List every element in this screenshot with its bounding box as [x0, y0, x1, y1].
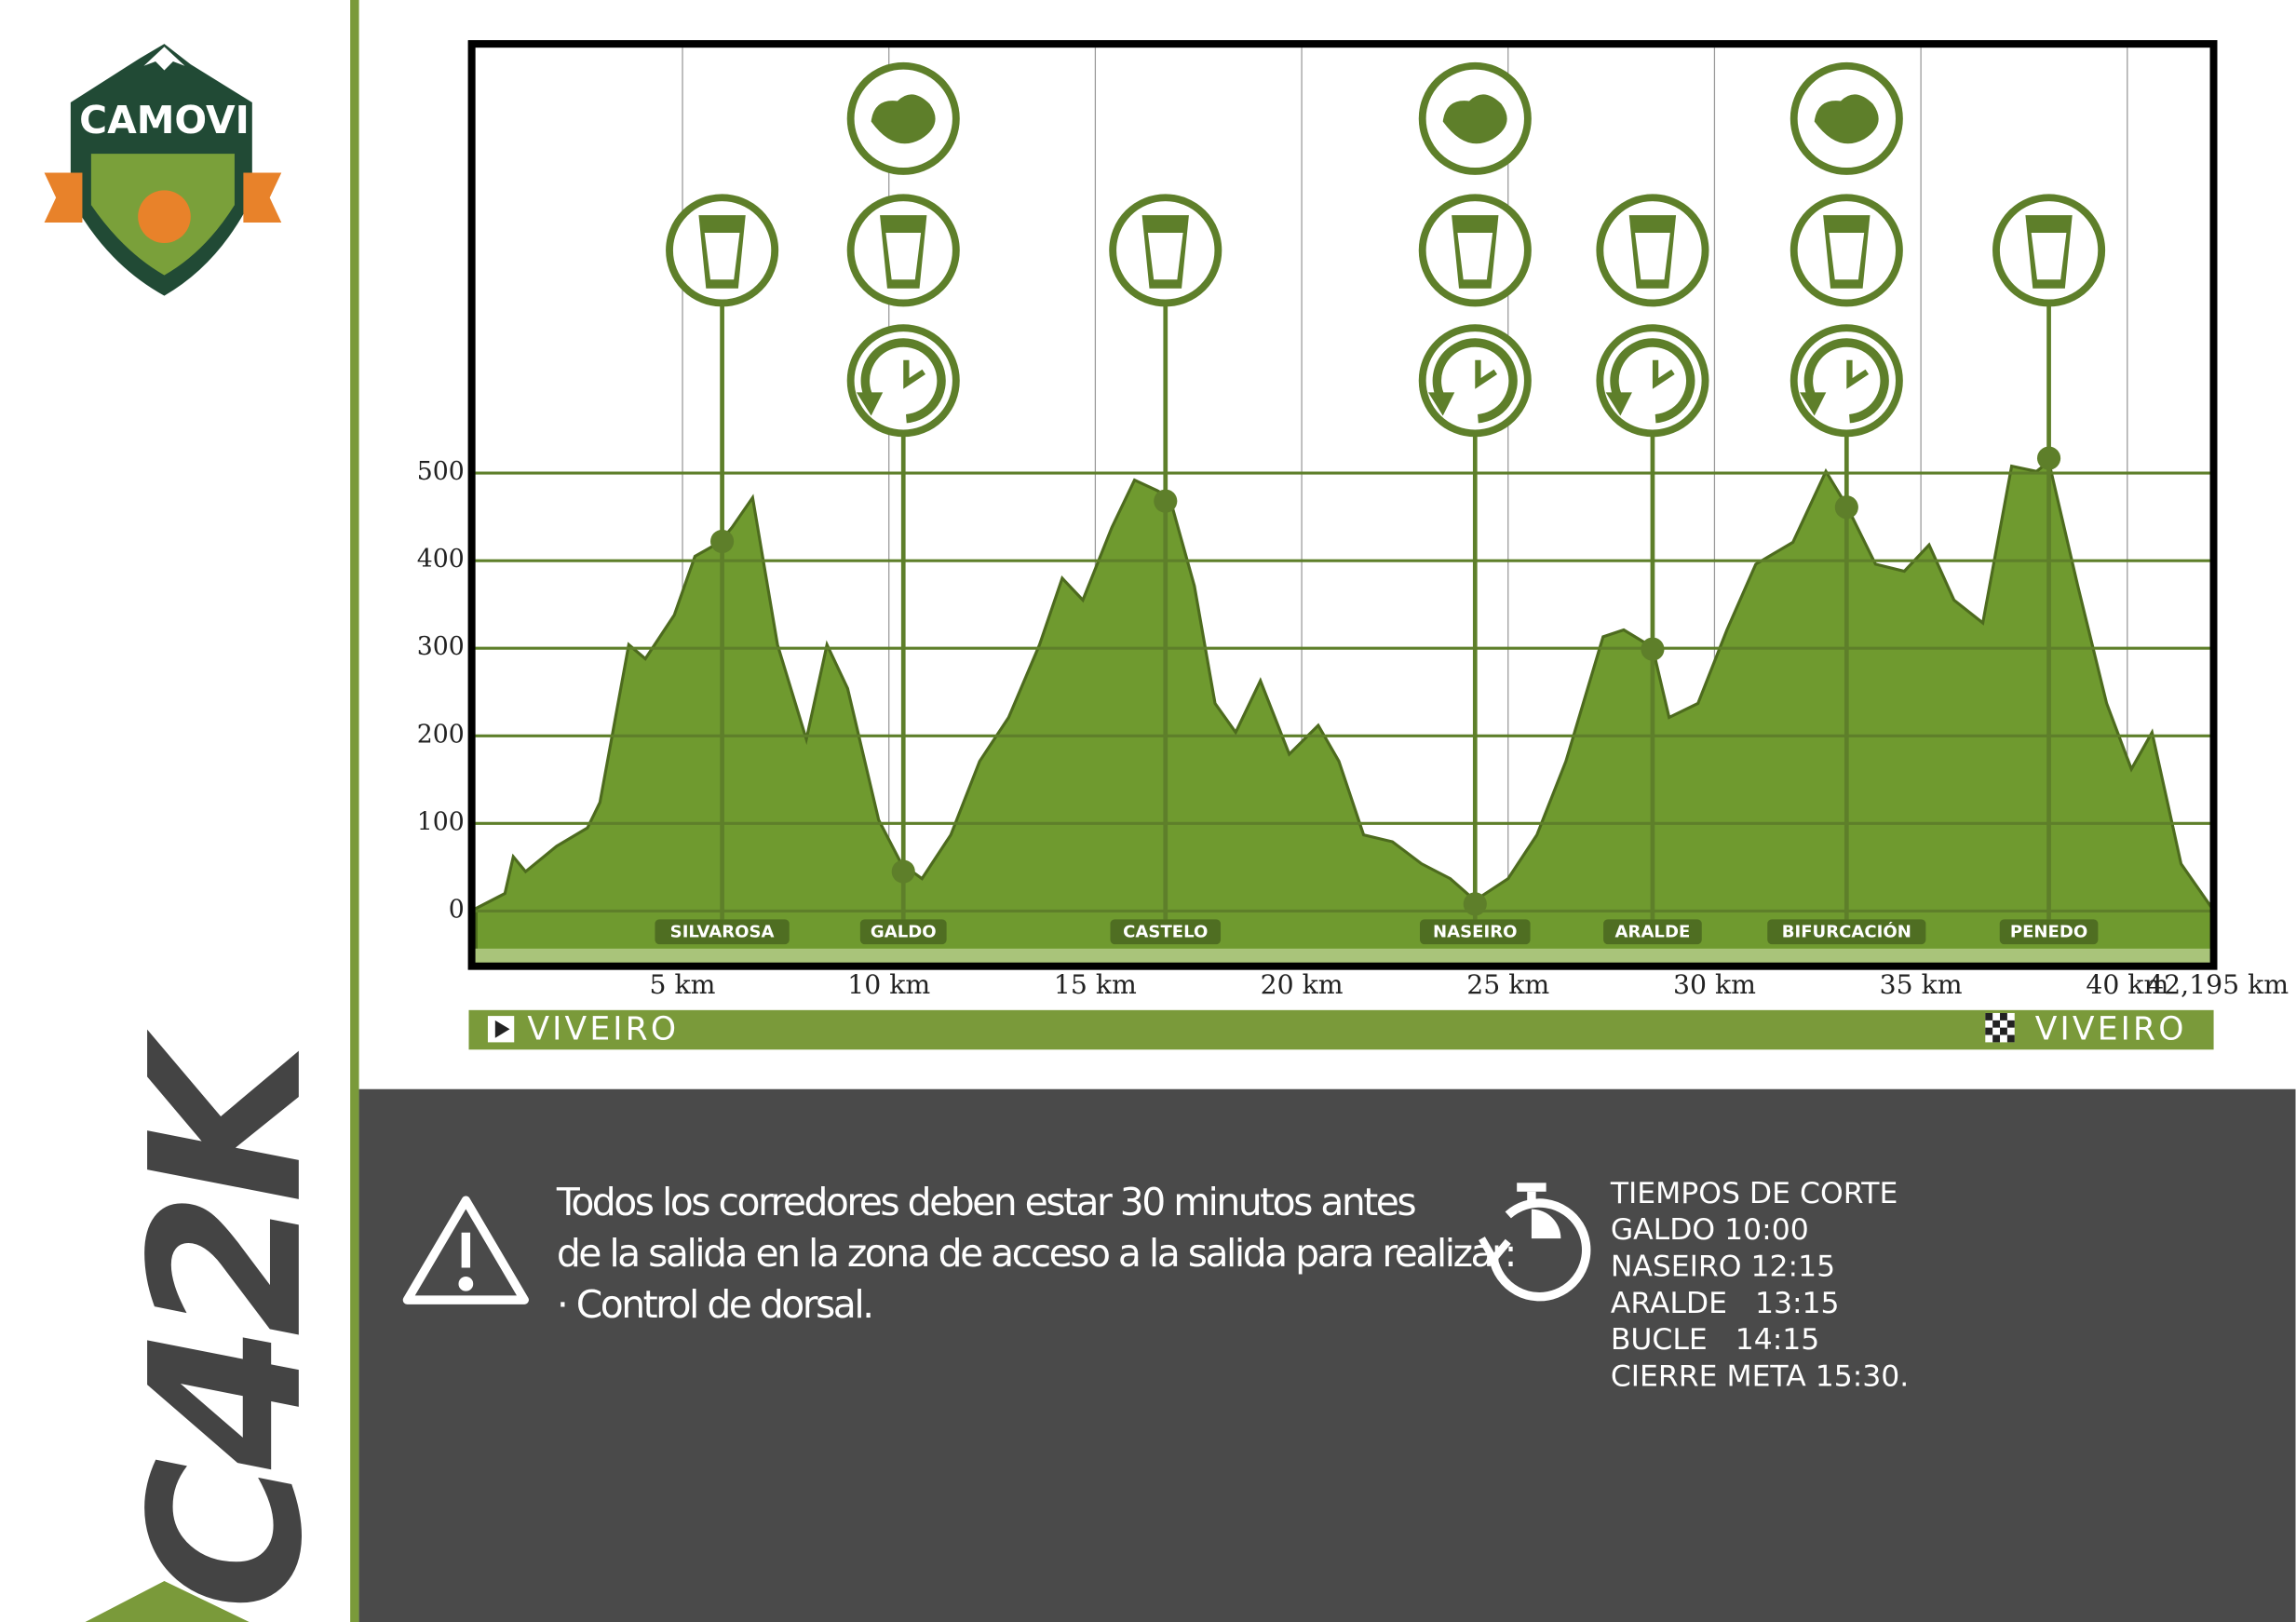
station-label: SILVAROSA: [670, 922, 775, 941]
drink-glyph: [1628, 215, 1677, 289]
finish-label: VIVEIRO: [2035, 1010, 2187, 1048]
chart: 5 km 10 km 15 km 20 km 25 km 30 km 35 km 40 km4…: [417, 44, 2289, 1000]
station-label: PENEDO: [2010, 922, 2087, 941]
logo-text: CAMOVI: [79, 98, 250, 142]
station-label: BIFURCACIÓN: [1782, 921, 1911, 941]
drink-glyph: [1452, 215, 1499, 289]
clock-hands: [1846, 359, 1870, 389]
race-title: C42K: [106, 1030, 348, 1611]
warning-icon: [402, 1196, 529, 1304]
drink-glyph: [1141, 215, 1189, 289]
start-icon-arrow: [494, 1020, 510, 1038]
station-icon-drink: [1790, 194, 1903, 307]
station-badge: [1603, 919, 1702, 945]
station-badge: [1110, 919, 1222, 945]
station-point: [1834, 495, 1858, 520]
cutoff-line: ARALDE 13:15: [1611, 1287, 1840, 1320]
clock-arrow: [1800, 392, 1827, 416]
station-label: NASEIRO: [1433, 922, 1518, 941]
clock-hands: [1475, 359, 1498, 389]
clock-hands: [903, 359, 925, 389]
cutoff-line: NASEIRO 12:15: [1611, 1250, 1835, 1284]
finish-icon: [1985, 1012, 2015, 1043]
notice-line: Todos los corredores deben estar 30 minu…: [556, 1180, 1416, 1224]
drink-glyph: [880, 215, 927, 289]
y-tick-label: 200: [417, 720, 465, 749]
sidebar-line: [350, 0, 359, 1622]
ground-strip: [471, 948, 2214, 964]
cutoff-title: TIEMPOS DE CORTE: [1610, 1177, 1898, 1210]
drink-glyph: [698, 215, 746, 289]
food-glyph: [1814, 94, 1879, 144]
station-point: [1641, 637, 1665, 661]
notice-line: · Control de dorsal.: [557, 1282, 872, 1327]
station-icon-drink: [666, 194, 779, 307]
station-icon-drink: [1418, 194, 1532, 307]
station-icon-drink: [1992, 194, 2106, 307]
station-label: ARALDE: [1615, 922, 1691, 941]
station-icon-drink: [1109, 194, 1222, 307]
station-badge: [859, 919, 947, 945]
y-tick-label: 0: [449, 895, 465, 924]
x-tick-label: 30 km: [1673, 969, 1756, 1000]
y-tick-label: 300: [417, 632, 465, 661]
station-icon-drink: [846, 194, 960, 307]
x-tick-label: 42,195 km: [2147, 969, 2289, 1000]
y-tick-label: 100: [417, 807, 465, 836]
clock-arrow: [856, 392, 884, 416]
chart-border: [467, 40, 2218, 970]
food-glyph: [871, 94, 936, 144]
clock-glyph: [1803, 338, 1889, 424]
x-tick-label: 5 km: [650, 969, 716, 1000]
y-tick-label: 500: [417, 457, 465, 486]
station-point: [710, 529, 735, 554]
station-icon-drink: [1596, 194, 1709, 307]
clock-arrow: [1427, 392, 1455, 416]
start-label: VIVEIRO: [527, 1010, 679, 1048]
corner-mark: [85, 1580, 250, 1622]
notice-line: de la salida en la zona de acceso a la s…: [557, 1231, 1515, 1276]
station-point: [1463, 892, 1487, 916]
elevation-area: [474, 459, 2216, 968]
station-badge: [1999, 919, 2099, 945]
drink-glyph: [1823, 215, 1871, 289]
station-badge: [1767, 919, 1926, 945]
x-tick-label: 35 km: [1880, 969, 1963, 1000]
cutoff-line: CIERRE META 15:30.: [1611, 1359, 1909, 1393]
drink-glyph: [2025, 215, 2073, 289]
route-bar: [468, 1009, 2214, 1050]
logo: CAMOVI: [44, 44, 282, 296]
x-tick-label: 20 km: [1261, 969, 1344, 1000]
x-tick-label: 40 km: [2086, 969, 2168, 1000]
station-point: [2036, 446, 2061, 470]
y-tick-label: 400: [417, 545, 465, 574]
clock-hands: [1652, 359, 1675, 389]
x-tick-label: 10 km: [847, 969, 930, 1000]
station-label: CASTELO: [1123, 922, 1208, 941]
station-badge: [655, 919, 790, 945]
x-tick-label: 25 km: [1466, 969, 1549, 1000]
food-glyph: [1442, 94, 1507, 144]
content: CAMOVI C42K 5 km 10 km 15 km 20 km 25 km 30 k…: [44, 0, 2296, 1622]
cutoff-line: GALDO 10:00: [1611, 1213, 1809, 1247]
clock-glyph: [1432, 338, 1518, 424]
x-tick-label: 15 km: [1054, 969, 1137, 1000]
station-point: [891, 859, 915, 884]
stopwatch-icon: [1479, 1183, 1591, 1302]
cutoff-line: BUCLE 14:15: [1611, 1323, 1819, 1357]
clock-glyph: [860, 338, 946, 424]
station-point: [1154, 489, 1178, 513]
info-panel: [358, 1088, 2296, 1622]
station-label: GALDO: [871, 922, 937, 941]
clock-glyph: [1610, 338, 1695, 424]
station-badge: [1420, 919, 1531, 945]
clock-arrow: [1605, 392, 1632, 416]
